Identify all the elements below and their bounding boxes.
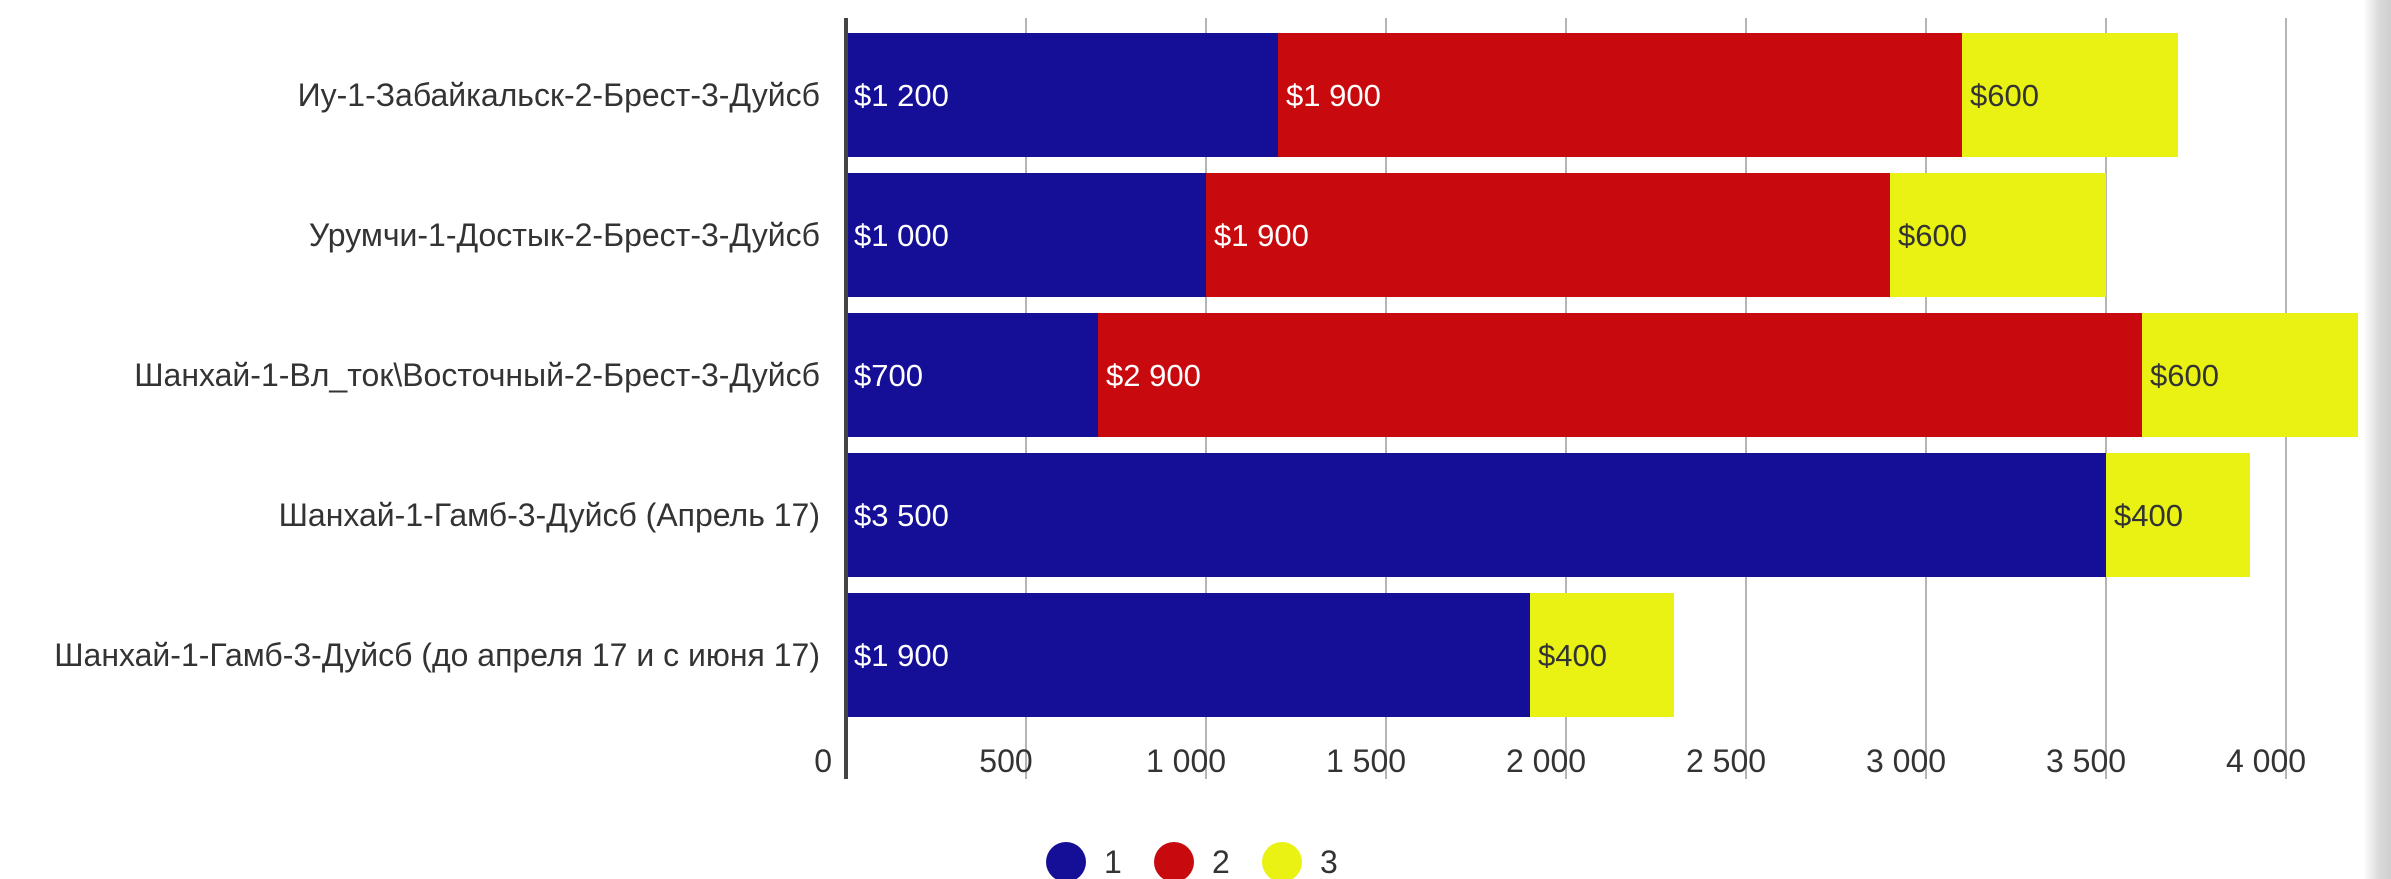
category-label: Шанхай-1-Гамб-3-Дуйсб (до апреля 17 и с …: [54, 637, 820, 673]
x-tick-label: 500: [979, 743, 1032, 779]
bars: $1 200 $1 900 $600 $1 000 $1 900 $600 $700 $2 9…: [846, 33, 2358, 717]
bar-segment-series-2: [1206, 173, 1890, 297]
data-label: $600: [2150, 358, 2219, 393]
data-label: $600: [1970, 78, 2039, 113]
category-label: Шанхай-1-Гамб-3-Дуйсб (Апрель 17): [279, 497, 820, 533]
legend-label: 2: [1212, 844, 1230, 879]
bar-segment-series-3: [1962, 33, 2178, 157]
data-label: $1 200: [854, 78, 949, 113]
data-label: $1 900: [1214, 218, 1309, 253]
bar-segment-series-2: [1278, 33, 1962, 157]
bar-segment-series-1: [846, 453, 2106, 577]
data-label: $2 900: [1106, 358, 1201, 393]
x-tick-label: 3 500: [2046, 743, 2126, 779]
x-tick-label: 0: [814, 743, 832, 779]
data-label: $400: [1538, 638, 1607, 673]
bar-segment-series-3: [2142, 313, 2358, 437]
bar-segment-series-2: [1098, 313, 2142, 437]
bar-segment-series-1: [846, 173, 1206, 297]
data-label: $1 900: [854, 638, 949, 673]
x-tick-label: 1 500: [1326, 743, 1406, 779]
bar-segment-series-3: [2106, 453, 2250, 577]
data-label: $1 900: [1286, 78, 1381, 113]
x-tick-label: 4 000: [2226, 743, 2306, 779]
legend-marker-series-3: [1262, 842, 1302, 879]
x-tick-label: 2 500: [1686, 743, 1766, 779]
x-tick-label: 3 000: [1866, 743, 1946, 779]
data-label: $3 500: [854, 498, 949, 533]
legend: 1 2 3: [1046, 842, 1338, 879]
bar-segment-series-1: [846, 593, 1530, 717]
bar-segment-series-1: [846, 313, 1098, 437]
slide-edge-shadow: [2363, 0, 2391, 879]
x-tick-label: 1 000: [1146, 743, 1226, 779]
legend-marker-series-1: [1046, 842, 1086, 879]
data-label: $700: [854, 358, 923, 393]
data-label: $1 000: [854, 218, 949, 253]
legend-label: 1: [1104, 844, 1122, 879]
category-label: Урумчи-1-Достык-2-Брест-3-Дуйсб: [309, 217, 820, 253]
axes: 0 500 1 000 1 500 2 000 2 500 3 000 3 500 4 000 И…: [54, 18, 2306, 779]
legend-marker-series-2: [1154, 842, 1194, 879]
category-label: Иу-1-Забайкальск-2-Брест-3-Дуйсб: [298, 77, 820, 113]
category-label: Шанхай-1-Вл_ток\Восточный-2-Брест-3-Дуйс…: [134, 357, 820, 393]
legend-label: 3: [1320, 844, 1338, 879]
bar-segment-series-3: [1890, 173, 2106, 297]
bar-segment-series-3: [1530, 593, 1674, 717]
x-tick-label: 2 000: [1506, 743, 1586, 779]
data-label: $600: [1898, 218, 1967, 253]
data-label: $400: [2114, 498, 2183, 533]
bar-segment-series-1: [846, 33, 1278, 157]
